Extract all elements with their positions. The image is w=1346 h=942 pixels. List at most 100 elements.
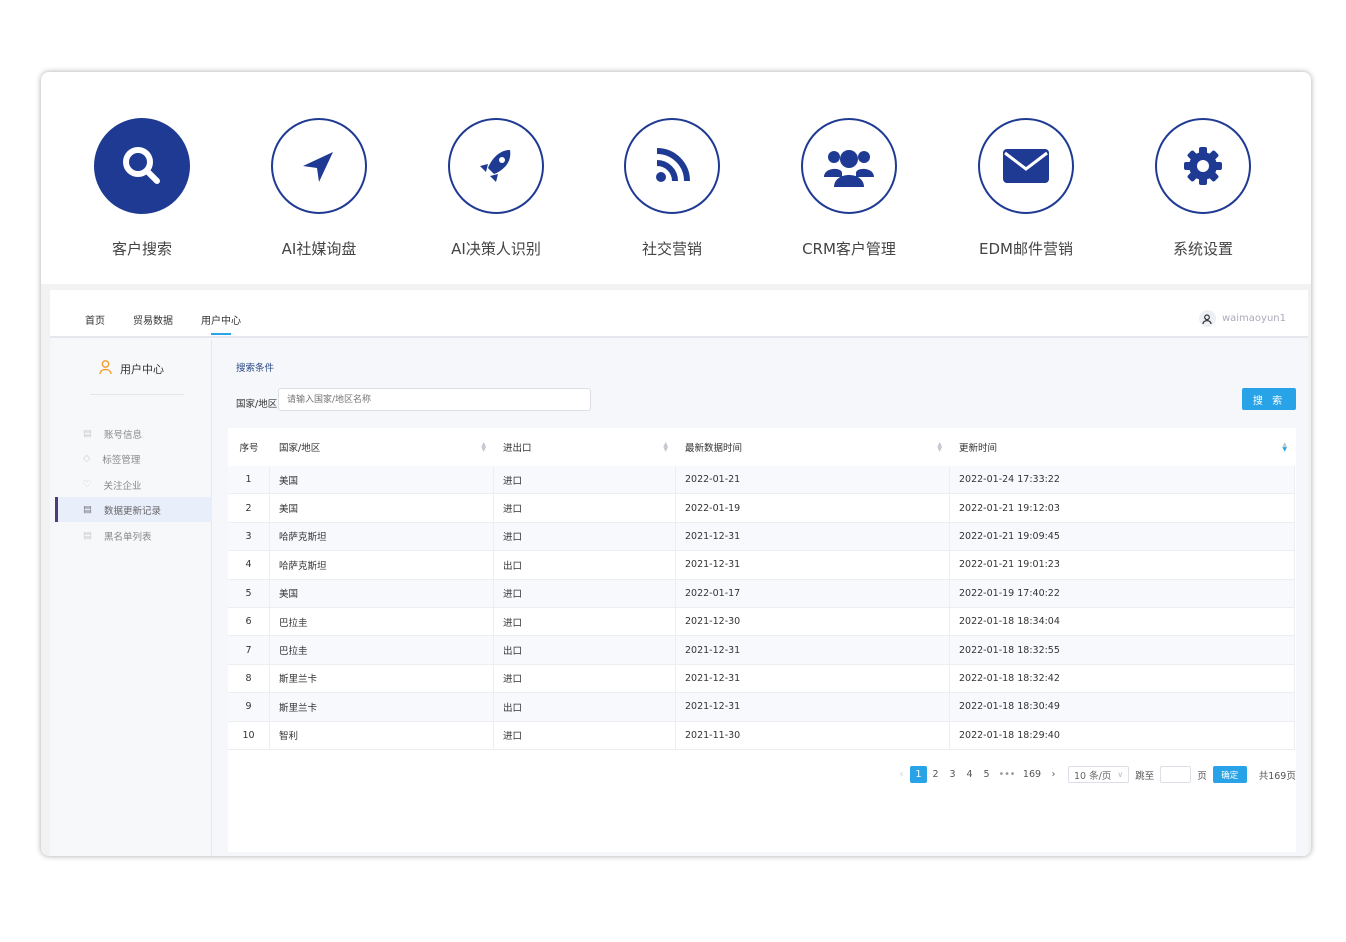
page-button[interactable]: 3 (949, 769, 956, 780)
table-row[interactable]: 9 斯里兰卡 出口 2021-12-31 2022-01-18 18:30:49 (228, 693, 1295, 722)
table-cell: 2021-12-31 (676, 551, 950, 579)
tab-trade-data[interactable]: 贸易数据 (133, 316, 173, 327)
sidebar-item-account-info[interactable]: ▤ 账号信息 (83, 428, 142, 441)
content-panel: 首页 贸易数据 用户中心 waimaoyun1 用户中心 ▤ 账号信息 ◇ 标签管理… (50, 290, 1308, 856)
chevron-down-icon: ∨ (1117, 770, 1124, 779)
table-cell: 2021-12-30 (676, 608, 950, 636)
table-cell: 2021-12-31 (676, 636, 950, 664)
table-cell: 4 (228, 551, 270, 579)
page-button[interactable]: 5 (983, 769, 990, 780)
next-page-button[interactable]: › (1051, 769, 1056, 780)
table-cell: 进口 (494, 466, 676, 494)
page-ellipsis[interactable]: ••• (998, 769, 1016, 780)
table-cell: 出口 (494, 636, 676, 664)
tag-icon: ◇ (83, 453, 91, 464)
sidebar-title: 用户中心 (99, 360, 164, 377)
page-button[interactable]: 1 (910, 766, 927, 783)
tab-home[interactable]: 首页 (85, 316, 105, 327)
feature-edm[interactable]: EDM邮件营销 (956, 118, 1096, 259)
feature-label: 客户搜索 (111, 240, 172, 258)
sidebar-item-data-update-log[interactable]: ▤ 数据更新记录 (55, 497, 212, 522)
page-size-select[interactable]: 10 条/页 ∨ (1068, 766, 1130, 783)
table-cell: 2022-01-21 (676, 466, 950, 494)
column-header[interactable]: 更新时间 ▲ ▼ (959, 441, 1287, 455)
total-pages: 共169页 (1258, 770, 1296, 782)
user-menu[interactable]: waimaoyun1 (1198, 310, 1286, 327)
table-row[interactable]: 3 哈萨克斯坦 进口 2021-12-31 2022-01-21 19:09:45 (228, 522, 1295, 552)
table-cell: 1 (228, 466, 270, 494)
feature-social-marketing[interactable]: 社交营销 (602, 118, 742, 259)
table-cell: 2021-12-31 (676, 664, 950, 693)
table-cell: 哈萨克斯坦 (270, 551, 494, 579)
table-row[interactable]: 10 智利 进口 2021-11-30 2022-01-18 18:29:40 (228, 721, 1295, 750)
table-cell: 2022-01-21 19:01:23 (950, 551, 1295, 579)
table-cell: 巴拉圭 (270, 636, 494, 664)
users-icon (801, 118, 897, 214)
search-button[interactable]: 搜 索 (1242, 388, 1296, 410)
feature-label: CRM客户管理 (802, 240, 896, 258)
sort-icon[interactable]: ▲ ▼ (481, 441, 486, 453)
table-cell: 2022-01-18 18:34:04 (950, 608, 1295, 636)
heart-icon: ♡ (83, 479, 92, 490)
feature-ai-decision-maker[interactable]: AI决策人识别 (426, 118, 566, 259)
data-table: 序号 国家/地区 ▲ ▼ 进出口 ▲ ▼ 最新数据时间 ▲ ▼ 更新时间 ▲ ▼ 1 美国 进口 20… (228, 428, 1296, 852)
table-row[interactable]: 7 巴拉圭 出口 2021-12-31 2022-01-18 18:32:55 (228, 636, 1295, 665)
sort-icon[interactable]: ▲ ▼ (1282, 441, 1287, 453)
country-search-input[interactable] (278, 388, 591, 411)
app-window: 客户搜索 AI社媒询盘 AI决策人识别 社交营销 CRM客户管理 EDM邮件营销… (41, 72, 1311, 856)
feature-customer-search[interactable]: 客户搜索 (72, 118, 212, 259)
column-header: 序号 (239, 443, 259, 454)
table-cell: 2022-01-18 18:32:42 (950, 664, 1295, 693)
table-cell: 2022-01-21 19:12:03 (950, 494, 1295, 522)
table-header: 序号 国家/地区 ▲ ▼ 进出口 ▲ ▼ 最新数据时间 ▲ ▼ 更新时间 ▲ ▼ (228, 428, 1295, 466)
feature-ai-social-inquiry[interactable]: AI社媒询盘 (249, 118, 389, 259)
pagination: ‹ 1 2 3 4 5 ••• 169 › 10 条/页 ∨ 跳至 页 确定 共1… (893, 766, 1296, 783)
page-button[interactable]: 2 (932, 769, 939, 780)
sidebar-item-tag-management[interactable]: ◇ 标签管理 (83, 453, 141, 466)
table-cell: 斯里兰卡 (270, 664, 494, 693)
table-row[interactable]: 8 斯里兰卡 进口 2021-12-31 2022-01-18 18:32:42 (228, 664, 1295, 694)
table-row[interactable]: 4 哈萨克斯坦 出口 2021-12-31 2022-01-21 19:01:23 (228, 551, 1295, 580)
page-button[interactable]: 169 (1022, 769, 1042, 780)
table-cell: 9 (228, 693, 270, 721)
table-cell: 7 (228, 636, 270, 664)
sort-icon[interactable]: ▲ ▼ (663, 441, 668, 453)
table-row[interactable]: 6 巴拉圭 进口 2021-12-30 2022-01-18 18:34:04 (228, 608, 1295, 637)
table-cell: 2022-01-18 18:32:55 (950, 636, 1295, 664)
table-row[interactable]: 1 美国 进口 2022-01-21 2022-01-24 17:33:22 (228, 466, 1295, 495)
navigation-arrow-icon (271, 118, 367, 214)
jump-page-input[interactable] (1160, 766, 1192, 783)
table-cell: 2022-01-19 17:40:22 (950, 579, 1295, 607)
search-section-title: 搜索条件 (236, 363, 275, 374)
table-cell: 哈萨克斯坦 (270, 522, 494, 551)
divider (90, 394, 184, 395)
confirm-jump-button[interactable]: 确定 (1212, 766, 1247, 783)
tab-user-center[interactable]: 用户中心 (201, 312, 241, 335)
envelope-icon (978, 118, 1074, 214)
column-header[interactable]: 进出口 ▲ ▼ (503, 441, 668, 455)
page-unit-label: 页 (1197, 770, 1207, 782)
table-row[interactable]: 5 美国 进口 2022-01-17 2022-01-19 17:40:22 (228, 579, 1295, 608)
sort-icon[interactable]: ▲ ▼ (937, 441, 942, 453)
sidebar: 用户中心 ▤ 账号信息 ◇ 标签管理 ♡ 关注企业 ▤ 数据更新记录 ▤ 黑名单列表 (55, 340, 212, 856)
feature-settings[interactable]: 系统设置 (1133, 118, 1273, 259)
table-cell: 巴拉圭 (270, 608, 494, 636)
sidebar-item-blacklist[interactable]: ▤ 黑名单列表 (83, 530, 152, 543)
table-cell: 8 (228, 664, 270, 693)
prev-page-button[interactable]: ‹ (899, 769, 904, 780)
table-cell: 2022-01-24 17:33:22 (950, 466, 1295, 494)
page-button[interactable]: 4 (966, 769, 973, 780)
table-cell: 进口 (494, 721, 676, 749)
rss-icon (624, 118, 720, 214)
table-cell: 2022-01-18 18:29:40 (950, 721, 1295, 749)
table-row[interactable]: 2 美国 进口 2022-01-19 2022-01-21 19:12:03 (228, 494, 1295, 523)
rocket-icon (448, 118, 544, 214)
column-header[interactable]: 最新数据时间 ▲ ▼ (685, 441, 942, 455)
table-cell: 斯里兰卡 (270, 693, 494, 721)
sidebar-item-followed-companies[interactable]: ♡ 关注企业 (83, 479, 142, 492)
table-cell: 出口 (494, 693, 676, 721)
table-cell: 2021-12-31 (676, 693, 950, 721)
main-content: 搜索条件 国家/地区 搜 索 序号 国家/地区▲▼ 进出口▲▼ 最新数据时间▲▼… (212, 340, 1308, 856)
feature-crm[interactable]: CRM客户管理 (779, 118, 919, 259)
column-header[interactable]: 国家/地区 ▲ ▼ (279, 441, 486, 455)
